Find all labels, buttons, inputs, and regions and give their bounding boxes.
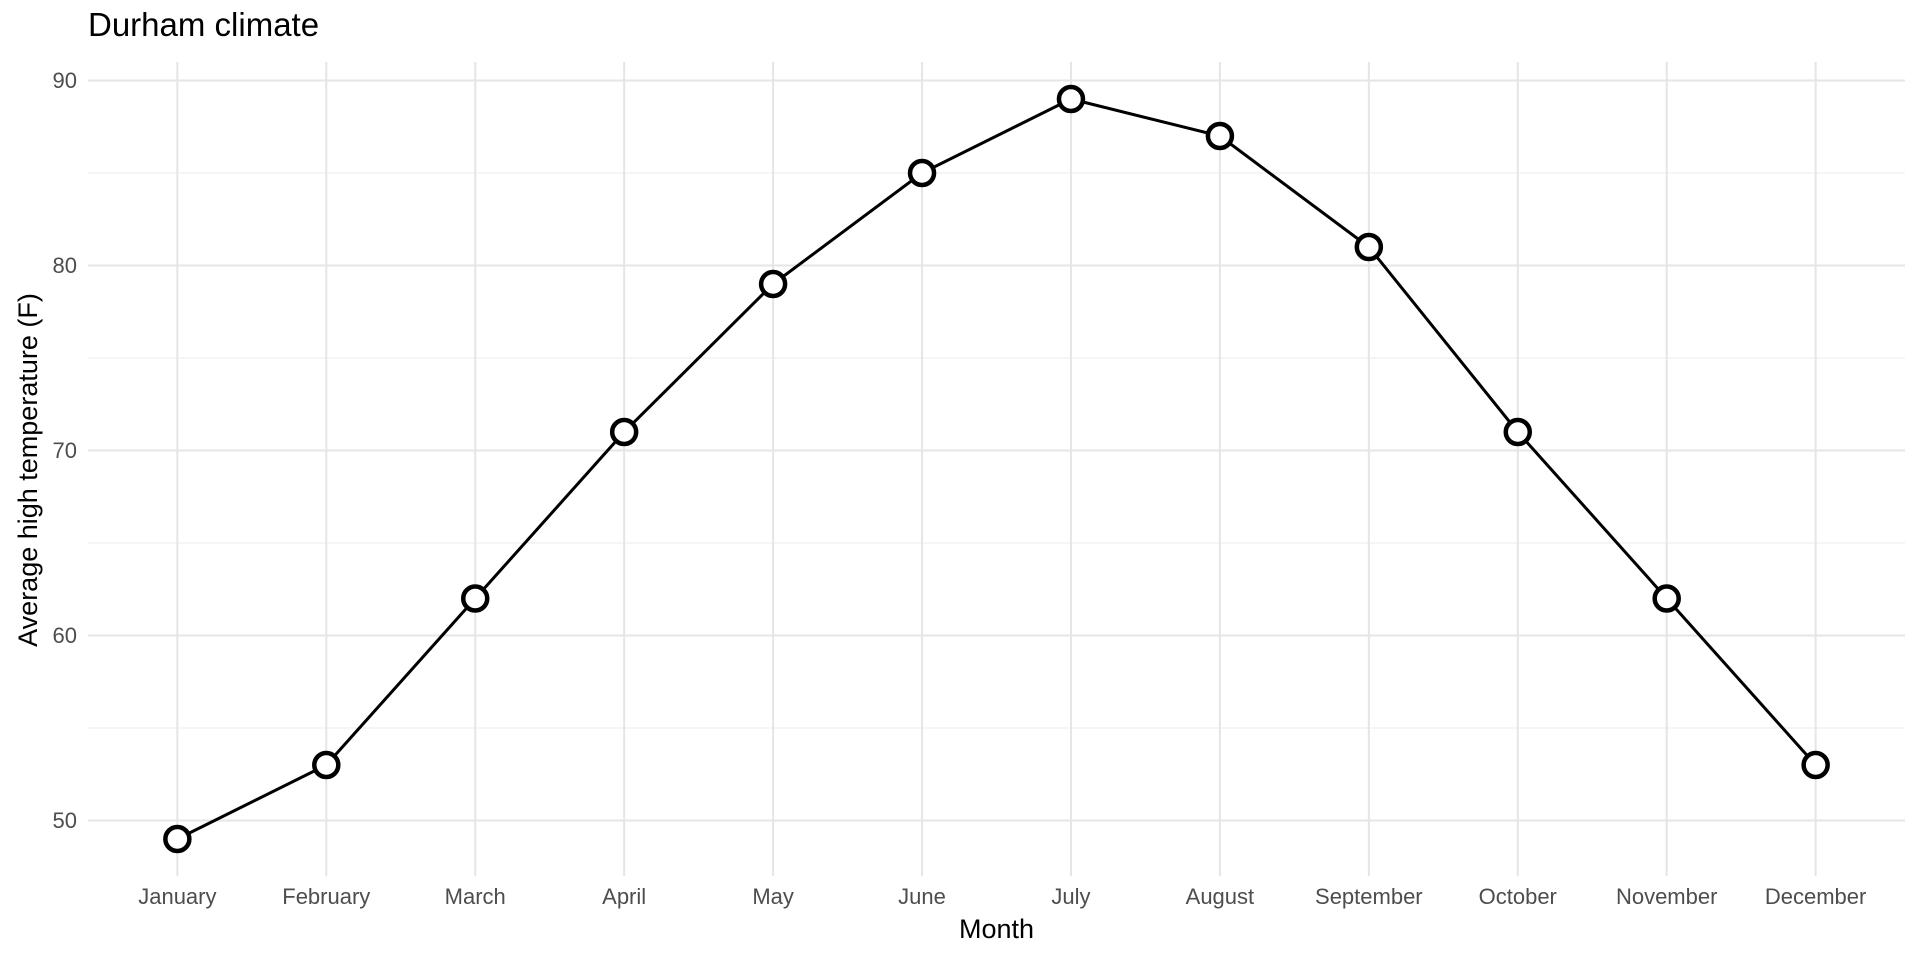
data-point-october — [1503, 417, 1533, 447]
x-tick-label-december: December — [1764, 884, 1867, 909]
x-tick-label-february: February — [282, 884, 371, 909]
y-tick-label-80: 80 — [52, 252, 77, 278]
data-point-november — [1652, 584, 1681, 613]
x-tick-label-august: August — [1185, 884, 1255, 909]
data-point-december — [1801, 750, 1830, 780]
x-axis-title: Month — [958, 914, 1035, 944]
y-tick-label-70: 70 — [52, 437, 77, 463]
plot-panel — [88, 62, 1905, 876]
data-point-june — [907, 158, 937, 188]
data-point-july — [1056, 84, 1086, 114]
data-point-january — [163, 824, 192, 854]
series-line — [175, 97, 1818, 841]
data-point-september — [1354, 232, 1384, 262]
y-tick-label-90: 90 — [52, 67, 77, 93]
x-tick-label-june: June — [898, 884, 946, 909]
x-tick-label-april: April — [602, 884, 647, 909]
x-tick-label-november: November — [1615, 884, 1718, 909]
x-tick-label-september: September — [1315, 884, 1423, 909]
x-tick-label-may: May — [752, 884, 794, 909]
data-point-february — [312, 750, 341, 780]
x-tick-label-january: January — [138, 884, 217, 909]
x-tick-label-march: March — [444, 884, 506, 909]
y-tick-label-50: 50 — [52, 807, 77, 833]
x-tick-label-july: July — [1051, 884, 1091, 909]
x-tick-label-october: October — [1478, 884, 1557, 909]
chart-title: Durham climate — [88, 6, 320, 43]
data-point-may — [758, 269, 788, 299]
data-point-march — [460, 584, 490, 613]
y-tick-label-60: 60 — [52, 622, 77, 648]
data-point-august — [1205, 121, 1235, 151]
data-point-april — [609, 417, 639, 447]
